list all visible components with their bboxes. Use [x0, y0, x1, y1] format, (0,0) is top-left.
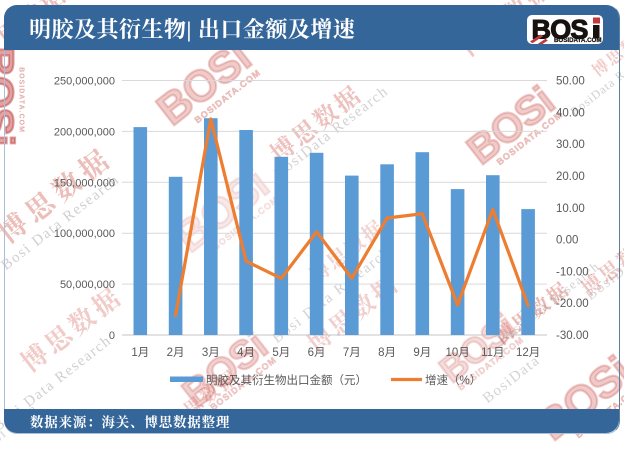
svg-text:20.00: 20.00 [556, 171, 585, 183]
svg-text:250,000,000: 250,000,000 [54, 76, 115, 88]
svg-text:BOS: BOS [532, 15, 588, 44]
svg-text:3月: 3月 [202, 347, 220, 359]
svg-text:2月: 2月 [167, 347, 185, 359]
svg-text:5月: 5月 [272, 347, 290, 359]
svg-text:50,000,000: 50,000,000 [60, 279, 115, 291]
svg-text:-20.00: -20.00 [556, 298, 589, 310]
svg-text:增速（%）: 增速（%） [425, 373, 481, 387]
svg-text:明胶及其衍生物出口金额（元）: 明胶及其衍生物出口金额（元） [206, 373, 367, 387]
svg-text:BOSIDATA.COM: BOSIDATA.COM [554, 37, 602, 44]
svg-text:-10.00: -10.00 [556, 266, 589, 278]
svg-text:1月: 1月 [131, 347, 149, 359]
svg-text:7月: 7月 [343, 347, 361, 359]
svg-text:200,000,000: 200,000,000 [54, 126, 115, 138]
svg-text:8月: 8月 [378, 347, 396, 359]
svg-text:0: 0 [109, 330, 115, 342]
svg-text:4月: 4月 [237, 347, 255, 359]
svg-text:50.00: 50.00 [556, 76, 585, 88]
svg-text:10.00: 10.00 [556, 203, 585, 215]
svg-text:40.00: 40.00 [556, 107, 585, 119]
svg-text:12月: 12月 [516, 347, 540, 359]
svg-text:10月: 10月 [445, 347, 469, 359]
svg-text:30.00: 30.00 [556, 139, 585, 151]
svg-text:-30.00: -30.00 [556, 330, 589, 342]
svg-text:6月: 6月 [308, 347, 326, 359]
svg-text:9月: 9月 [413, 347, 431, 359]
svg-text:0.00: 0.00 [556, 235, 578, 247]
svg-text:11月: 11月 [481, 347, 504, 359]
svg-text:100,000,000: 100,000,000 [54, 228, 115, 240]
svg-text:150,000,000: 150,000,000 [54, 177, 115, 189]
